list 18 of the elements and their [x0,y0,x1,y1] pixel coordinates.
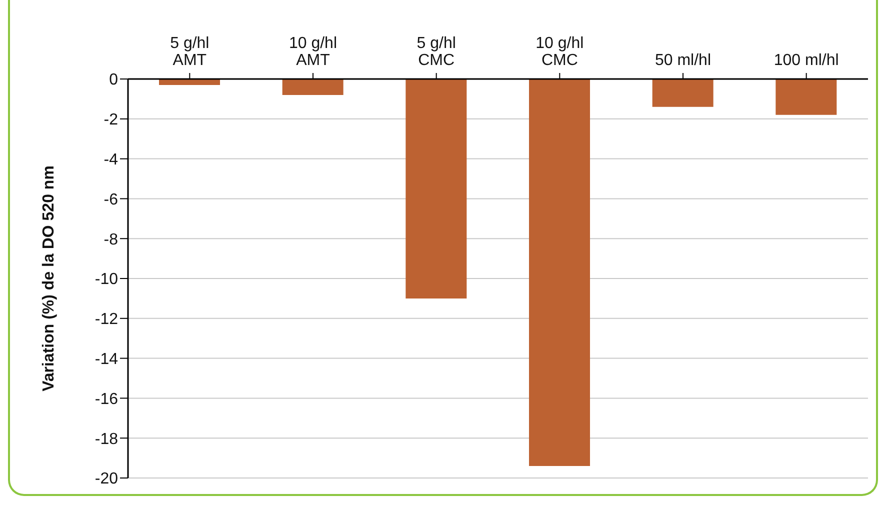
y-tick-label: -4 [104,151,118,168]
x-tick-label: 50 ml/hl [654,52,712,69]
y-tick-label: -12 [94,311,118,328]
x-tick-label: 10 g/hl AMT [288,35,338,69]
y-tick-label: -10 [94,271,118,288]
y-tick-label: -6 [104,191,118,208]
y-tick-label: 0 [109,72,118,89]
x-tick-label: 10 g/hl CMC [536,35,584,69]
x-tick-label: 5 g/hl AMT [170,35,210,69]
y-tick-label: -2 [104,112,118,129]
x-tick-label: 100 ml/hl [774,52,839,69]
x-tick-label: 5 g/hl CMC [416,35,456,69]
y-tick-label: -20 [94,470,118,488]
y-tick-label: -18 [94,430,118,448]
y-tick-label: -14 [94,350,118,368]
y-tick-label: -8 [104,231,118,248]
y-axis-title: Variation (%) de la DO 520 nm [40,166,58,392]
y-tick-label: -16 [94,390,118,408]
